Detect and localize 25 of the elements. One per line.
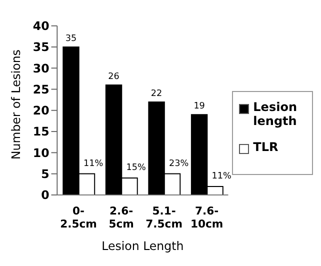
y-tick-label: 35: [32, 40, 50, 54]
annotation: 15%: [126, 163, 146, 174]
data-label: 35: [65, 34, 77, 44]
annotation: 11%: [83, 158, 104, 169]
legend-label: Lesion length: [253, 100, 298, 128]
x-axis-title: Lesion Length: [102, 238, 184, 253]
x-tick-label: 7.6-10cm: [190, 204, 224, 230]
y-tick-label: 30: [32, 61, 50, 76]
y-tick-label: 20: [32, 104, 50, 118]
data-label: 19: [194, 102, 205, 112]
annotation: 23%: [169, 158, 189, 169]
data-label: 22: [150, 89, 162, 100]
y-tick-label: 15: [32, 124, 50, 139]
x-tick-label: 0-2.5cm: [60, 204, 97, 230]
y-tick-label: 25: [32, 82, 50, 96]
annotation: 11%: [212, 172, 232, 182]
x-tick-label: 2.6-5cm: [108, 204, 134, 230]
y-tick-label: 10: [32, 146, 50, 160]
text: TLR: [253, 140, 278, 154]
y-tick-label: 5: [41, 166, 50, 181]
y-tick-label: 0: [41, 188, 50, 202]
data-label: 26: [108, 72, 120, 82]
y-tick-label: 40: [32, 19, 50, 34]
y-axis-title: Number of Lesions: [9, 50, 24, 160]
x-tick-label: 5.1-7.5cm: [146, 204, 182, 230]
